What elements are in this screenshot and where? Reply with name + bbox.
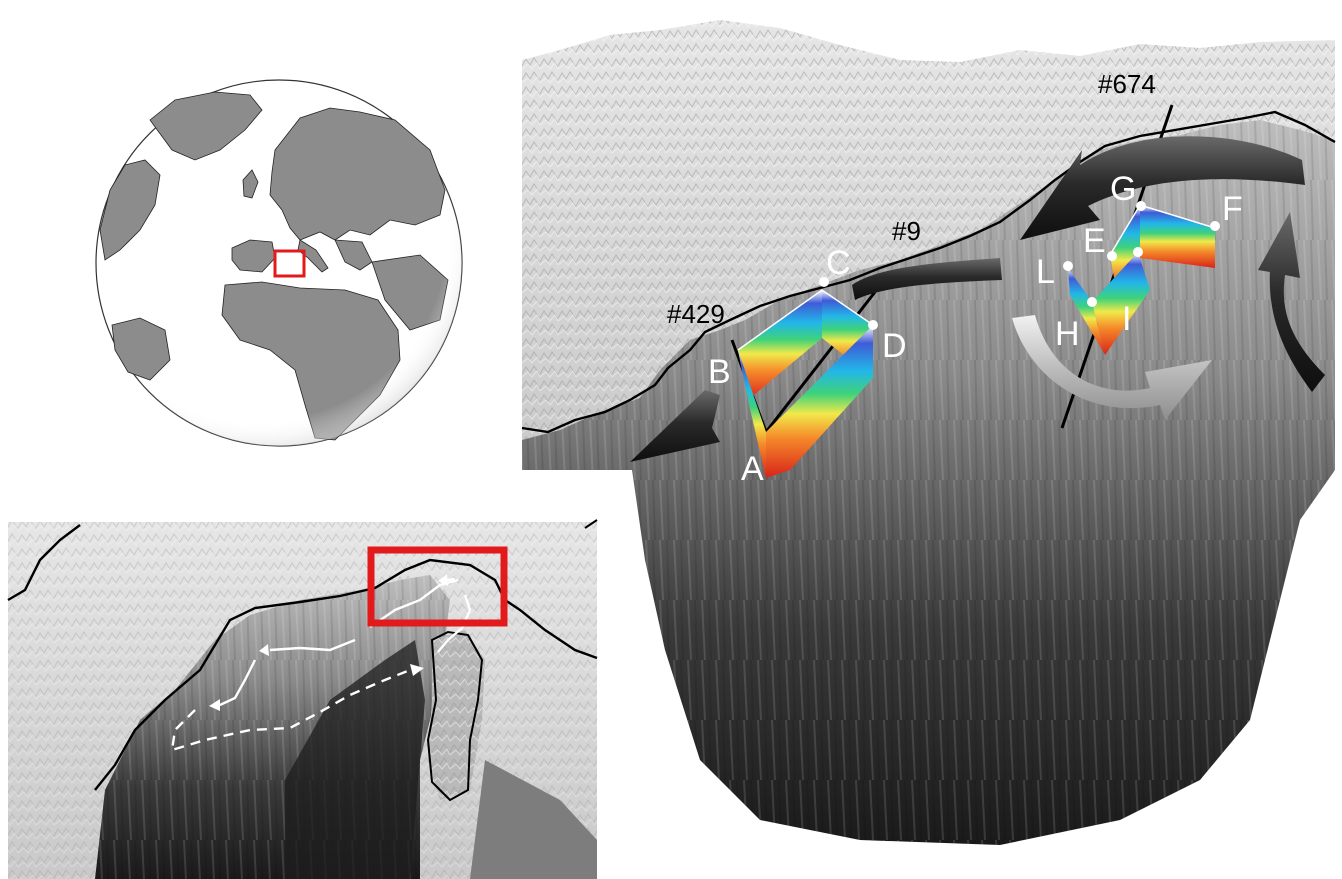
point-label-e: E — [1083, 222, 1106, 260]
eddy-arrow — [1012, 315, 1212, 420]
point-label-c: C — [826, 244, 851, 282]
transect-label-429: #429 — [667, 299, 725, 329]
point-label-d: D — [882, 327, 907, 365]
regional-inset-map — [7, 519, 598, 879]
point-label-i: I — [1122, 300, 1131, 338]
dark-current-arrow — [1258, 212, 1325, 392]
point-label-g: G — [1110, 170, 1136, 208]
point-label-a: A — [741, 450, 764, 488]
point-label-l: L — [1036, 253, 1055, 291]
transect-label-9: #9 — [892, 216, 921, 246]
section-panel-abcd — [737, 289, 874, 478]
main-3d-view: #674 #9 #429 A B C D E F G H I L — [521, 20, 1336, 845]
dark-current-arrow — [630, 390, 720, 462]
dark-current-arrow — [852, 258, 1002, 300]
point-label-h: H — [1055, 315, 1080, 353]
dark-current-arrow — [1020, 136, 1305, 240]
inset-highlight-box — [367, 546, 508, 627]
point-label-f: F — [1222, 190, 1243, 228]
globe-locator-map — [95, 79, 463, 447]
transect-label-674: #674 — [1098, 69, 1156, 99]
point-label-b: B — [708, 353, 731, 391]
globe-highlight-box — [273, 249, 306, 278]
